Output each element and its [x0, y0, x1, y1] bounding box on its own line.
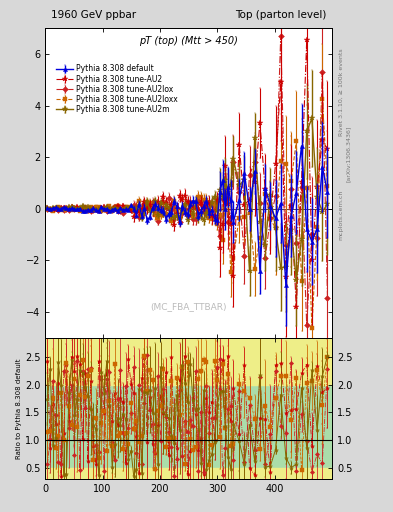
- Y-axis label: Ratio to Pythia 8.308 default: Ratio to Pythia 8.308 default: [16, 358, 22, 459]
- Legend: Pythia 8.308 default, Pythia 8.308 tune-AU2, Pythia 8.308 tune-AU2lox, Pythia 8.: Pythia 8.308 default, Pythia 8.308 tune-…: [55, 63, 180, 116]
- Text: [arXiv:1306.3436]: [arXiv:1306.3436]: [346, 125, 351, 182]
- Text: (MC_FBA_TTBAR): (MC_FBA_TTBAR): [151, 303, 227, 311]
- Text: Rivet 3.1.10, ≥ 100k events: Rivet 3.1.10, ≥ 100k events: [339, 48, 344, 136]
- Text: mcplots.cern.ch: mcplots.cern.ch: [339, 190, 344, 240]
- Text: 1960 GeV ppbar: 1960 GeV ppbar: [51, 10, 136, 20]
- Text: Top (parton level): Top (parton level): [235, 10, 326, 20]
- Text: pT (top) (Mtt > 450): pT (top) (Mtt > 450): [139, 36, 238, 46]
